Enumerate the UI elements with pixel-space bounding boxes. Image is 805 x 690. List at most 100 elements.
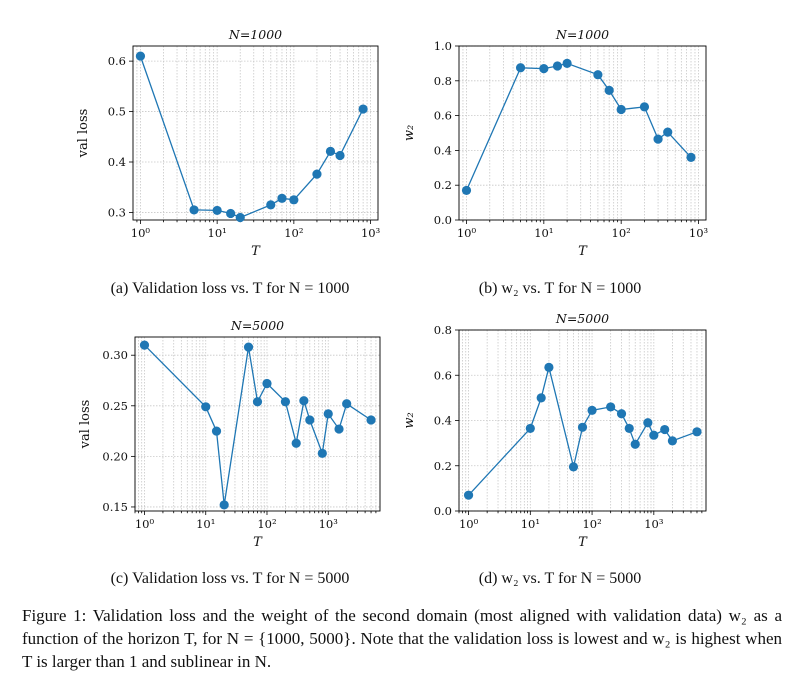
data-point — [262, 378, 272, 389]
series-line — [465, 62, 692, 191]
data-point — [317, 448, 327, 458]
y-tick-label: 0.15 — [102, 500, 128, 514]
x-tick-label: 10¹ — [534, 226, 553, 240]
chart-title: N=1000 — [228, 27, 282, 42]
data-point — [539, 64, 549, 74]
data-point — [649, 430, 659, 440]
y-axis-label: w₂ — [402, 125, 417, 141]
data-point — [312, 169, 322, 179]
data-point — [604, 85, 614, 95]
x-tick-label: 10⁰ — [457, 226, 477, 240]
x-tick-label: 10¹ — [196, 517, 215, 531]
data-point — [544, 362, 554, 372]
data-point — [667, 436, 678, 446]
x-tick-label: 10² — [582, 517, 601, 531]
chart-title: N=5000 — [555, 311, 609, 326]
y-tick-label: 0.20 — [102, 449, 128, 463]
x-tick-label: 10¹ — [521, 517, 540, 531]
y-tick-label: 0.5 — [108, 105, 126, 119]
data-point — [323, 409, 333, 419]
data-point — [335, 150, 345, 161]
data-point — [289, 195, 299, 205]
data-point — [291, 438, 301, 448]
y-tick-label: 0.4 — [434, 143, 452, 157]
plot-frame — [134, 336, 381, 512]
data-point — [235, 212, 245, 223]
y-tick-label: 0.6 — [108, 54, 126, 68]
data-point — [686, 152, 696, 162]
y-tick-label: 0.0 — [434, 504, 452, 518]
data-point — [325, 146, 336, 157]
x-tick-label: 10⁰ — [135, 517, 155, 531]
data-point — [212, 205, 222, 216]
grid — [458, 329, 706, 512]
y-axis-label: val loss — [76, 109, 91, 159]
grid — [133, 46, 378, 220]
x-tick-label: 10⁰ — [131, 226, 151, 240]
data-point — [515, 63, 526, 73]
x-tick-label: 10⁰ — [459, 517, 479, 531]
x-tick-label: 10³ — [689, 226, 709, 240]
x-tick-label: 10³ — [644, 517, 664, 531]
data-point — [630, 439, 640, 449]
data-point — [189, 205, 199, 215]
data-point — [536, 393, 546, 403]
chart-1: 0.0 0.2 0.4 0.6 0.8 1.0 10⁰ 10¹ 10² 10³ N=1000 Tw₂ — [402, 27, 709, 259]
series-line — [144, 344, 372, 505]
data-point — [139, 340, 150, 350]
data-point — [639, 102, 650, 112]
y-axis-label: w₂ — [402, 412, 417, 428]
x-axis-label: T — [578, 244, 588, 259]
x-tick-label: 10² — [257, 517, 276, 531]
x-tick-label: 10² — [284, 226, 303, 240]
data-point — [624, 423, 634, 434]
data-point — [266, 200, 276, 210]
plot-frame — [458, 45, 707, 221]
data-point — [660, 424, 670, 435]
data-point — [305, 415, 315, 425]
data-point — [593, 70, 603, 80]
y-tick-label: 0.8 — [434, 74, 452, 88]
data-point — [587, 405, 597, 415]
y-tick-label: 0.3 — [108, 205, 126, 219]
data-point — [653, 134, 663, 144]
data-point — [552, 61, 563, 71]
data-point — [226, 208, 236, 219]
chart-title: N=5000 — [230, 318, 284, 333]
data-point — [334, 424, 344, 434]
caption-b: (b) w₂ vs. T for N = 1000 — [478, 280, 642, 297]
plot-frame — [132, 45, 379, 221]
data-point — [692, 427, 702, 437]
data-point — [219, 500, 229, 510]
data-point — [463, 490, 474, 500]
y-tick-label: 0.2 — [434, 178, 452, 192]
y-tick-label: 1.0 — [434, 39, 452, 53]
data-point — [606, 402, 616, 412]
x-axis-label: T — [251, 244, 261, 259]
x-tick-label: 10¹ — [208, 226, 227, 240]
data-point — [280, 397, 291, 407]
data-point — [252, 397, 263, 407]
y-tick-label: 0.4 — [434, 414, 452, 428]
data-point — [663, 127, 673, 137]
data-point — [243, 342, 254, 352]
y-tick-label: 0.6 — [434, 368, 452, 382]
data-point — [201, 402, 211, 412]
data-point — [299, 396, 309, 406]
y-tick-label: 0.25 — [102, 399, 128, 413]
data-point — [525, 423, 535, 434]
caption-c: (c) Validation loss vs. T for N = 5000 — [110, 570, 350, 587]
data-point — [562, 58, 572, 68]
data-point — [211, 426, 222, 436]
data-point — [277, 193, 287, 203]
x-tick-label: 10³ — [361, 226, 381, 240]
plot-frame — [458, 329, 707, 512]
series-line — [139, 55, 364, 219]
y-tick-label: 0.8 — [434, 323, 452, 337]
y-tick-label: 0.0 — [434, 213, 452, 227]
y-tick-label: 0.6 — [434, 109, 452, 123]
y-tick-label: 0.4 — [108, 155, 126, 169]
